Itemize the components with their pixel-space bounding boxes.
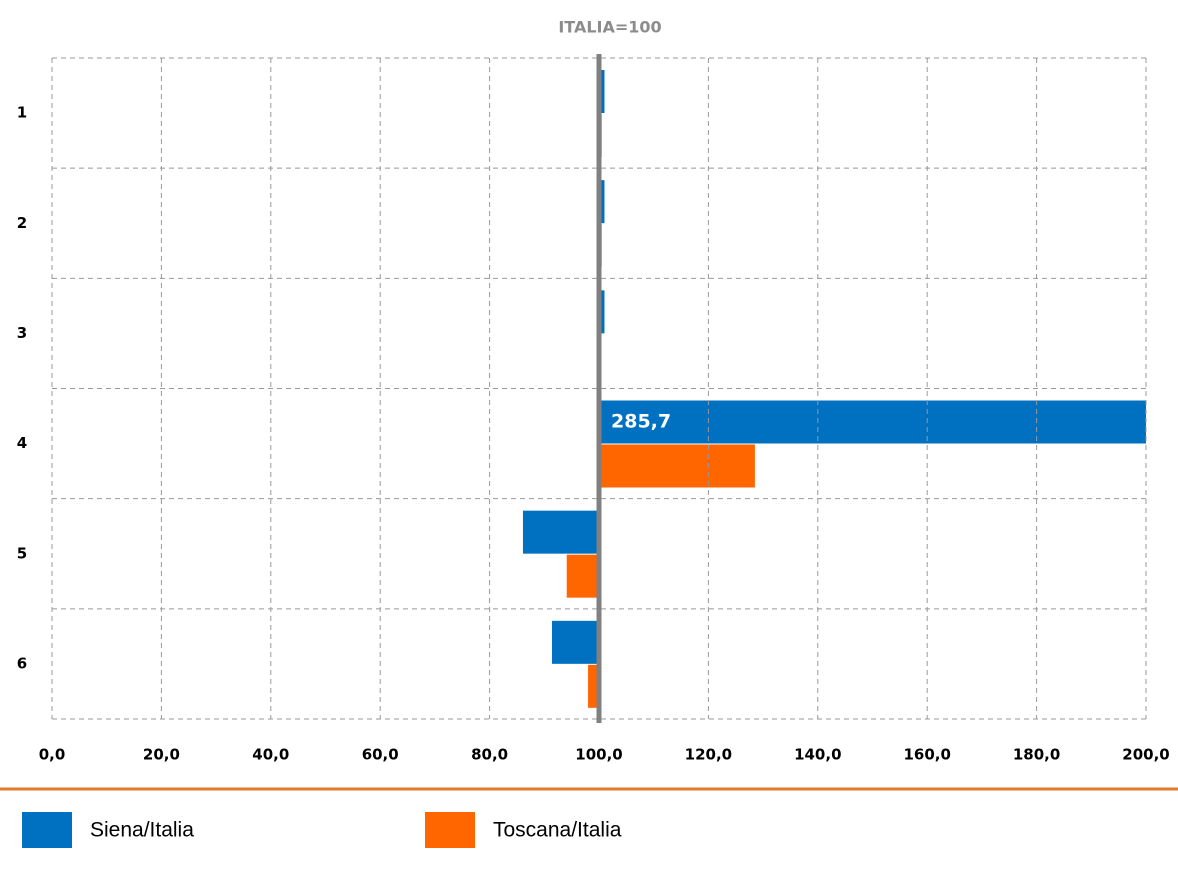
bar [599,70,605,113]
bar [599,444,755,488]
y-tick-label: 2 [17,214,27,232]
bar [566,554,599,598]
bar [588,664,599,708]
y-tick-label: 4 [17,434,27,452]
plot-area [522,70,1146,708]
y-tick-label: 3 [17,324,27,342]
data-label: 285,7 [611,411,671,433]
chart-title: ITALIA=100 [558,18,661,37]
bar [599,290,605,334]
x-tick-label: 40,0 [252,746,289,764]
x-tick-label: 0,0 [39,746,66,764]
x-tick-label: 140,0 [794,746,841,764]
legend-label: Siena/Italia [90,819,194,842]
bar [599,400,1146,444]
bar [522,510,599,554]
x-tick-label: 20,0 [143,746,180,764]
x-tick-label: 180,0 [1013,746,1060,764]
y-tick-label: 1 [17,104,27,122]
x-tick-label: 200,0 [1122,746,1169,764]
legend-swatch [22,812,72,848]
legend-swatch [425,812,475,848]
x-tick-label: 100,0 [575,746,622,764]
y-tick-label: 6 [17,654,27,672]
x-tick-label: 80,0 [471,746,508,764]
bar [599,180,605,224]
x-tick-label: 60,0 [362,746,399,764]
legend-label: Toscana/Italia [493,819,622,842]
x-tick-label: 160,0 [903,746,950,764]
x-tick-label: 120,0 [685,746,732,764]
y-tick-label: 5 [17,544,27,562]
bar [551,620,599,664]
